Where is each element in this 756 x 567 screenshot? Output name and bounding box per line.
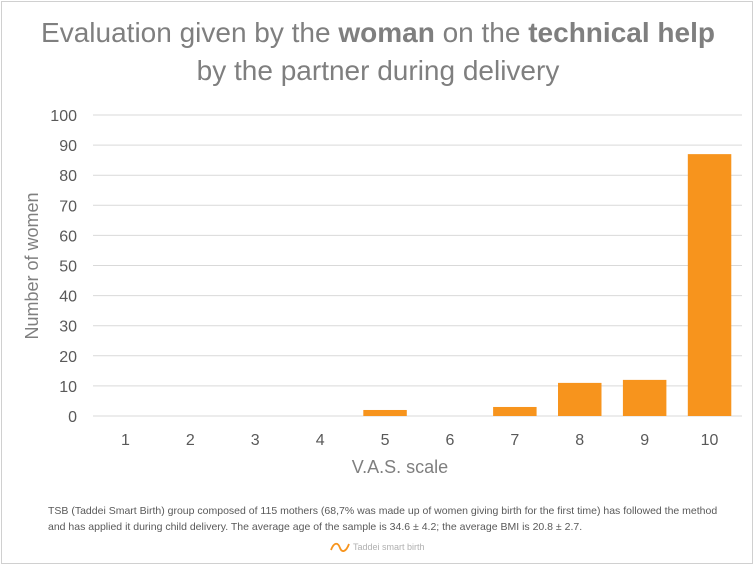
y-tick-label: 50 [59, 259, 77, 276]
bar-7 [493, 406, 537, 416]
x-tick-label: 4 [316, 432, 325, 449]
x-tick-label: 1 [121, 432, 130, 449]
chart-title: Evaluation given by the woman on the tec… [0, 14, 756, 90]
y-tick-label: 80 [59, 168, 77, 185]
gridlines [93, 114, 742, 417]
x-tick-label: 7 [510, 432, 519, 449]
bar-5 [363, 409, 407, 416]
title-bold-woman: woman [338, 17, 435, 48]
bar-10 [687, 154, 732, 416]
x-axis-ticks: 1 2 3 4 5 6 7 8 9 10 [121, 432, 719, 449]
y-tick-label: 40 [59, 289, 77, 306]
x-tick-label: 6 [445, 432, 454, 449]
x-tick-label: 10 [701, 432, 719, 449]
y-tick-label: 60 [59, 228, 77, 245]
x-tick-label: 3 [251, 432, 260, 449]
bar-9 [622, 379, 667, 416]
logo-wave-icon [330, 542, 350, 552]
y-axis-label: Number of women [22, 192, 42, 339]
bars [363, 154, 732, 416]
y-tick-label: 90 [59, 138, 77, 155]
x-axis-label: V.A.S. scale [352, 457, 448, 477]
taddei-logo: Taddei smart birth [330, 538, 425, 556]
y-tick-label: 0 [68, 409, 77, 426]
y-tick-label: 100 [50, 108, 77, 125]
x-tick-label: 2 [186, 432, 195, 449]
title-bold-technical-help: technical help [528, 17, 715, 48]
title-part3: by the partner during delivery [196, 55, 560, 86]
title-part1: Evaluation given by the [41, 17, 339, 48]
x-tick-label: 9 [640, 432, 649, 449]
y-tick-label: 30 [59, 319, 77, 336]
footnote: TSB (Taddei Smart Birth) group composed … [48, 505, 718, 533]
bar-8 [558, 382, 602, 416]
y-axis-ticks: 0 10 20 30 40 50 60 70 80 90 100 [50, 108, 77, 426]
x-tick-label: 8 [575, 432, 584, 449]
logo-text: Taddei smart birth [353, 542, 425, 552]
title-part2: on the [434, 17, 529, 48]
y-tick-label: 20 [59, 349, 77, 366]
y-tick-label: 70 [59, 198, 77, 215]
y-tick-label: 10 [59, 379, 77, 396]
x-tick-label: 5 [381, 432, 390, 449]
